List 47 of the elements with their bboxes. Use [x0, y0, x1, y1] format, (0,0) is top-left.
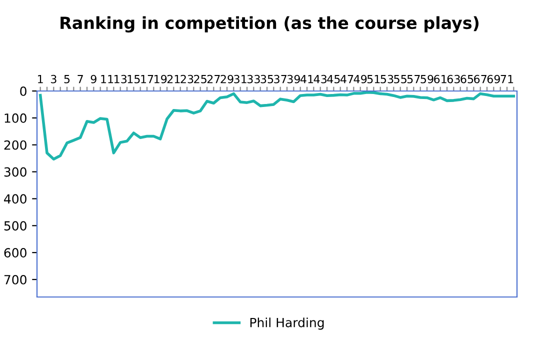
x-tick-label: 67 — [474, 74, 486, 84]
x-tick-label: 5 — [64, 75, 70, 84]
x-tick-label: 51 — [367, 75, 380, 84]
y-tick-label: 100 — [4, 113, 26, 123]
x-tick-label: 59 — [420, 74, 434, 84]
x-tick-label: 53 — [380, 74, 394, 84]
y-tick-label: 400 — [4, 194, 26, 204]
y-tick-label: 0 — [20, 86, 26, 96]
x-tick-label: 1 — [38, 75, 43, 84]
y-tick-label: 600 — [4, 248, 26, 258]
x-tick-label: 13 — [114, 74, 127, 84]
x-tick-label: 63 — [447, 74, 460, 84]
x-tick-label: 39 — [287, 74, 300, 84]
x-tick-label: 43 — [314, 74, 327, 84]
x-tick-label: 45 — [327, 75, 340, 84]
x-tick-label: 47 — [340, 75, 354, 84]
x-tick-label: 21 — [167, 74, 180, 84]
x-tick-label: 55 — [394, 75, 406, 84]
x-tick-label: 33 — [247, 74, 260, 84]
x-tick-label: 17 — [141, 75, 154, 84]
x-tick-label: 9 — [90, 74, 96, 84]
x-tick-label: 3 — [50, 74, 56, 84]
x-tick-label: 23 — [180, 74, 194, 84]
x-tick-label: 11 — [101, 75, 114, 84]
x-tick-label: 31 — [234, 74, 246, 84]
y-tick-label: 200 — [4, 140, 26, 150]
chart-title: Ranking in competition (as the course plays) — [60, 16, 479, 32]
y-tick-label: 700 — [4, 274, 26, 284]
y-tick-label: 300 — [4, 167, 26, 177]
x-tick-label: 49 — [354, 74, 367, 84]
x-tick-label: 65 — [460, 74, 474, 84]
x-tick-label: 19 — [154, 74, 167, 84]
x-tick-label: 71 — [500, 75, 514, 84]
line-series — [38, 91, 516, 161]
x-tick-label: 7 — [78, 75, 83, 84]
x-tick-label: 61 — [434, 74, 446, 84]
legend-label: Phil Harding — [250, 318, 324, 330]
x-tick-label: 35 — [260, 74, 274, 84]
y-tick-label: 500 — [4, 221, 26, 231]
x-tick-label: 27 — [207, 74, 220, 84]
x-tick-label: 29 — [220, 74, 234, 84]
x-tick-label: 69 — [487, 74, 500, 84]
x-tick-label: 41 — [300, 75, 314, 84]
x-tick-label: 15 — [128, 75, 140, 84]
x-tick-label: 25 — [194, 74, 206, 84]
x-tick-label: 57 — [407, 75, 420, 84]
x-tick-label: 37 — [274, 74, 286, 84]
